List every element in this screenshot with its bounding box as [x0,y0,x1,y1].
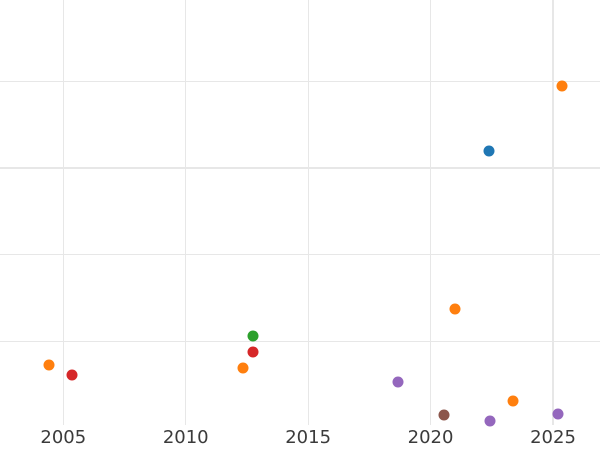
horizontal-gridline [0,80,600,82]
scatter-point-blue [483,145,495,157]
scatter-point-red [247,346,259,358]
scatter-point-purple [484,415,496,427]
scatter-point-orange [43,359,55,371]
vertical-gridline [185,0,187,425]
scatter-point-orange [507,395,519,407]
scatter-point-orange [237,362,249,374]
x-tick-label: 2025 [530,427,576,448]
horizontal-gridline [0,254,600,256]
vertical-gridline [307,0,309,425]
x-tick-label: 2015 [285,427,332,448]
x-tick-label: 2005 [40,427,87,448]
scatter-point-brown [438,409,450,421]
vertical-gridline [552,0,554,425]
x-tick-label: 2010 [162,427,209,448]
scatter-point-purple [552,408,564,420]
vertical-gridline [62,0,64,425]
scatter-point-red [66,369,78,381]
x-tick-label: 2020 [407,427,454,448]
scatter-point-purple [392,376,404,388]
horizontal-gridline [0,167,600,169]
vertical-gridline [429,0,432,425]
scatter-point-green [247,330,259,342]
scatter-point-orange [556,80,568,92]
scatter-point-orange [449,303,461,315]
horizontal-gridline [0,341,600,343]
